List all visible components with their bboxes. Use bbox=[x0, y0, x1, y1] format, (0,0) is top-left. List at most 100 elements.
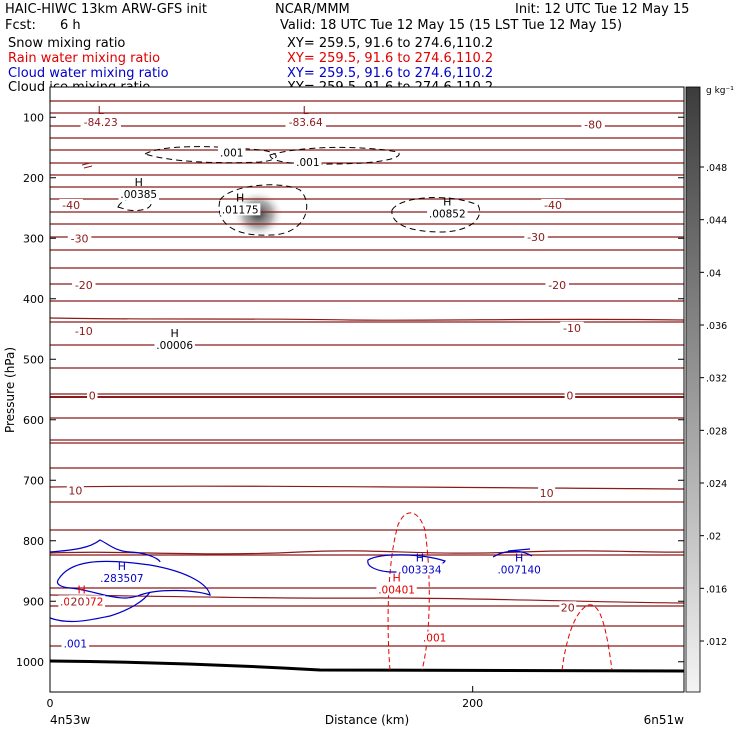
isotherm-label: -20 bbox=[548, 279, 566, 292]
extremum-letter: H bbox=[171, 327, 179, 340]
extremum-value: .003334 bbox=[398, 564, 442, 576]
extremum-letter: L bbox=[303, 104, 310, 117]
y-tick-label: 200 bbox=[23, 172, 44, 185]
isotherm-label-bg bbox=[545, 278, 569, 291]
extremum-value: -84.23 bbox=[84, 117, 118, 129]
isotherm-label-bg bbox=[581, 118, 605, 131]
extremum-letter: H bbox=[135, 176, 143, 189]
isotherm-label: 10 bbox=[68, 485, 82, 498]
isotherm-label-bg bbox=[72, 278, 96, 291]
extremum-value: .01175 bbox=[222, 204, 259, 216]
extremum-value-bg bbox=[80, 116, 121, 129]
contour-label-bg bbox=[420, 631, 449, 644]
extremum-value: .00852 bbox=[429, 209, 466, 221]
legend-cloudwater-label: Cloud water mixing ratio bbox=[8, 66, 169, 81]
isotherm-label: 0 bbox=[89, 390, 96, 403]
x-axis: 0 200 bbox=[47, 686, 483, 710]
extremum-value-bg bbox=[154, 338, 195, 351]
isotherm-label-bg bbox=[67, 232, 92, 245]
isotherm-label: -80 bbox=[584, 119, 602, 132]
x-tick-label: 200 bbox=[462, 697, 483, 710]
isotherm-label-bg bbox=[87, 389, 98, 402]
y-tick-label: 300 bbox=[23, 232, 44, 245]
extremum-value-bg bbox=[376, 583, 417, 596]
endpoint-left: 4n53w bbox=[50, 713, 91, 727]
x-axis-label: Distance (km) bbox=[325, 713, 409, 727]
colorbar-tick-label: .036 bbox=[706, 321, 727, 332]
y-tick-label: 800 bbox=[23, 535, 44, 548]
plot-title: HAIC-HIWC 13km ARW-GFS init bbox=[5, 2, 207, 17]
extremum-value-bg bbox=[495, 563, 543, 576]
extremum-letter: H bbox=[78, 583, 86, 596]
colorbar-tick-label: .02 bbox=[706, 532, 721, 543]
extremum-value: .283507 bbox=[100, 573, 143, 585]
extremum-letter: H bbox=[416, 551, 424, 564]
y-tick-label: 1000 bbox=[16, 656, 44, 669]
y-tick-label: 500 bbox=[23, 353, 44, 366]
contour-label: .001 bbox=[64, 639, 87, 651]
y-axis-label: Pressure (hPa) bbox=[3, 347, 17, 433]
legend-snow-label: Snow mixing ratio bbox=[8, 36, 126, 51]
extremum-value: -83.64 bbox=[289, 117, 323, 129]
terrain-surface bbox=[49, 659, 685, 673]
contour-label: .001 bbox=[296, 157, 319, 169]
colorbar-ticks: .048 .044 .04 .036 .032 .028 .024 .02 .016 .012 bbox=[700, 163, 727, 648]
isotherm-label: -20 bbox=[75, 279, 93, 292]
extremum-value: .00385 bbox=[120, 189, 157, 201]
contour-label: .001 bbox=[423, 633, 446, 645]
extremum-value: .00006 bbox=[156, 340, 193, 352]
forecast-value: 6 h bbox=[60, 18, 81, 33]
isotherm-label: -30 bbox=[527, 231, 545, 244]
colorbar-tick-label: .012 bbox=[706, 637, 727, 648]
isotherm-label: -10 bbox=[563, 322, 581, 335]
isotherm-label-bg bbox=[538, 486, 556, 499]
legend-rain-xy: XY= 259.5, 91.6 to 274.6,110.2 bbox=[287, 51, 494, 66]
minor-contour-mark bbox=[81, 162, 93, 169]
isotherm-label: 10 bbox=[540, 487, 554, 500]
extremum-letter: H bbox=[392, 571, 400, 584]
isotherm-label-bg bbox=[560, 321, 584, 334]
colorbar-tick-label: .028 bbox=[706, 426, 727, 437]
isotherm-label-bg bbox=[66, 484, 84, 497]
init-time: Init: 12 UTC Tue 12 May 15 bbox=[515, 2, 690, 17]
plot-frame bbox=[49, 86, 685, 693]
organization: NCAR/MMM bbox=[275, 2, 350, 17]
isotherm-label-bg bbox=[59, 198, 83, 211]
extremum-letter: H bbox=[515, 551, 523, 564]
colorbar-tick-label: .016 bbox=[706, 584, 727, 595]
isotherm-label: 0 bbox=[566, 390, 573, 403]
extremum-value-bg bbox=[427, 207, 468, 220]
cloud-water-contours bbox=[49, 539, 533, 623]
extremum-value-bg bbox=[220, 203, 261, 216]
extremum-letter: L bbox=[98, 104, 105, 117]
extremum-value-bg bbox=[396, 563, 444, 576]
isotherm-label-bg bbox=[524, 231, 548, 244]
colorbar-tick-label: .024 bbox=[706, 479, 727, 490]
legend-cloudwater-xy: XY= 259.5, 91.6 to 274.6,110.2 bbox=[287, 66, 494, 81]
colorbar-unit: g kg⁻¹ bbox=[706, 86, 734, 96]
colorbar-tick-label: .032 bbox=[706, 374, 727, 385]
extremum-value: .00401 bbox=[378, 584, 415, 596]
extremum-value-bg bbox=[118, 188, 159, 201]
rain-water-contours bbox=[387, 512, 613, 671]
contour-labels: .001 .001 .001 .001 bbox=[61, 146, 449, 651]
extremum-letter: H bbox=[118, 560, 126, 573]
isotherm-label-bg bbox=[541, 198, 565, 211]
isotherm-label-bg bbox=[559, 601, 577, 614]
y-tick-label: 100 bbox=[23, 111, 44, 124]
colorbar-tick-label: .048 bbox=[706, 163, 727, 174]
isotherm-label: 20 bbox=[70, 595, 84, 608]
valid-time: Valid: 18 UTC Tue 12 May 15 (15 LST Tue … bbox=[280, 18, 623, 33]
y-tick-label: 900 bbox=[23, 595, 44, 608]
legend-snow-xy: XY= 259.5, 91.6 to 274.6,110.2 bbox=[287, 36, 494, 51]
temperature-labels: -80 -40 -40 -30 -30 -20 -20 -10 -10 0 0 10 10 20 20 bbox=[59, 118, 605, 614]
contour-label-bg bbox=[294, 156, 322, 169]
isotherm-label-bg bbox=[72, 324, 96, 337]
isotherm-label: -40 bbox=[62, 199, 80, 212]
colorbar bbox=[685, 86, 701, 693]
colorbar-tick-label: .044 bbox=[706, 216, 727, 227]
isotherm-label-bg bbox=[68, 595, 86, 608]
legend-rain-label: Rain water mixing ratio bbox=[8, 51, 161, 66]
